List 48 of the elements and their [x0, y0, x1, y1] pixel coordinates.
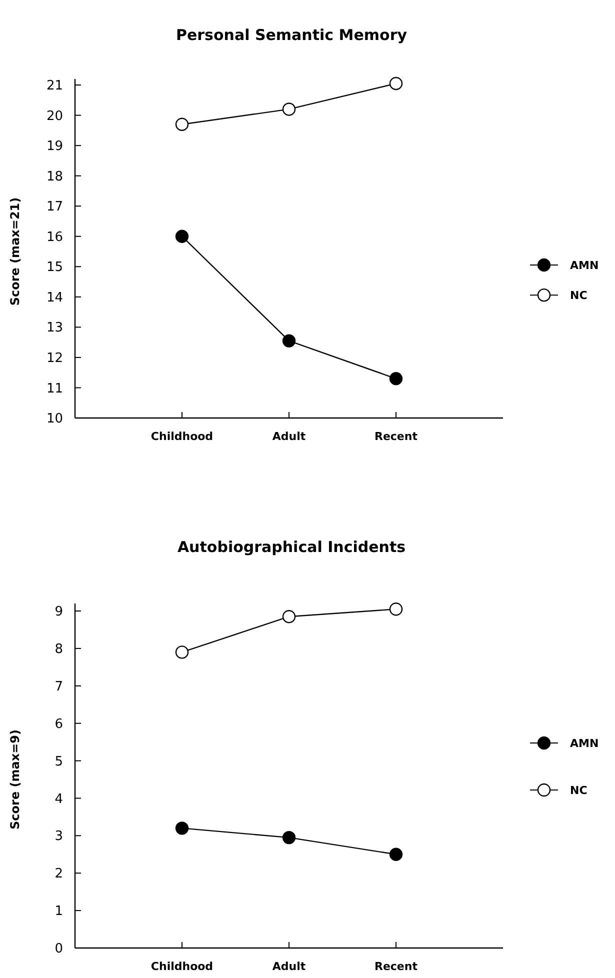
legend-label: AMN — [570, 258, 599, 272]
y-tick-label: 13 — [46, 320, 63, 336]
point — [282, 102, 296, 116]
x-tick-label: Adult — [272, 960, 306, 973]
y-tick-label: 9 — [54, 604, 63, 620]
y-tick-label: 7 — [54, 679, 63, 694]
chart-title: Autobiographical Incidents — [177, 538, 406, 556]
y-tick-label: 10 — [46, 412, 63, 427]
y-tick-label: 20 — [46, 108, 63, 124]
legend-label: NC — [570, 784, 588, 797]
y-tick-label: 14 — [46, 290, 63, 306]
point — [389, 602, 403, 616]
y-tick-label: 1 — [54, 904, 63, 920]
y-tick-label: 11 — [46, 381, 63, 396]
y-tick-label: 18 — [46, 169, 63, 184]
legend-label: AMN — [570, 736, 599, 750]
y-axis-title: Score (max=21) — [8, 197, 22, 306]
x-tick-label: Childhood — [150, 430, 214, 443]
chart-title: Personal Semantic Memory — [176, 26, 408, 44]
y-tick-label: 6 — [54, 716, 63, 732]
point — [389, 372, 403, 386]
y-axis-title: Score (max=9) — [8, 730, 22, 830]
point — [175, 230, 189, 243]
point — [175, 822, 189, 835]
y-tick-label: 3 — [54, 829, 63, 844]
y-tick-label: 15 — [46, 260, 63, 276]
point — [389, 848, 403, 861]
x-tick-label: Adult — [272, 430, 306, 443]
y-tick-label: 0 — [54, 942, 63, 957]
legend-label: NC — [570, 288, 588, 302]
point — [282, 334, 296, 348]
y-tick-label: 8 — [54, 642, 63, 657]
x-tick-label: Recent — [374, 960, 418, 973]
y-tick-label: 4 — [54, 792, 63, 807]
point — [389, 76, 403, 90]
y-tick-label: 19 — [46, 139, 63, 154]
y-tick-label: 12 — [46, 351, 63, 366]
y-tick-label: 17 — [46, 200, 63, 215]
x-tick-label: Childhood — [150, 960, 214, 973]
y-tick-label: 21 — [46, 78, 63, 94]
point — [175, 118, 189, 131]
y-tick-label: 5 — [54, 754, 63, 770]
y-tick-label: 16 — [46, 230, 63, 245]
y-tick-label: 2 — [54, 866, 63, 882]
point — [282, 610, 296, 624]
point — [175, 646, 189, 659]
x-tick-label: Recent — [374, 430, 418, 443]
point — [282, 830, 296, 844]
